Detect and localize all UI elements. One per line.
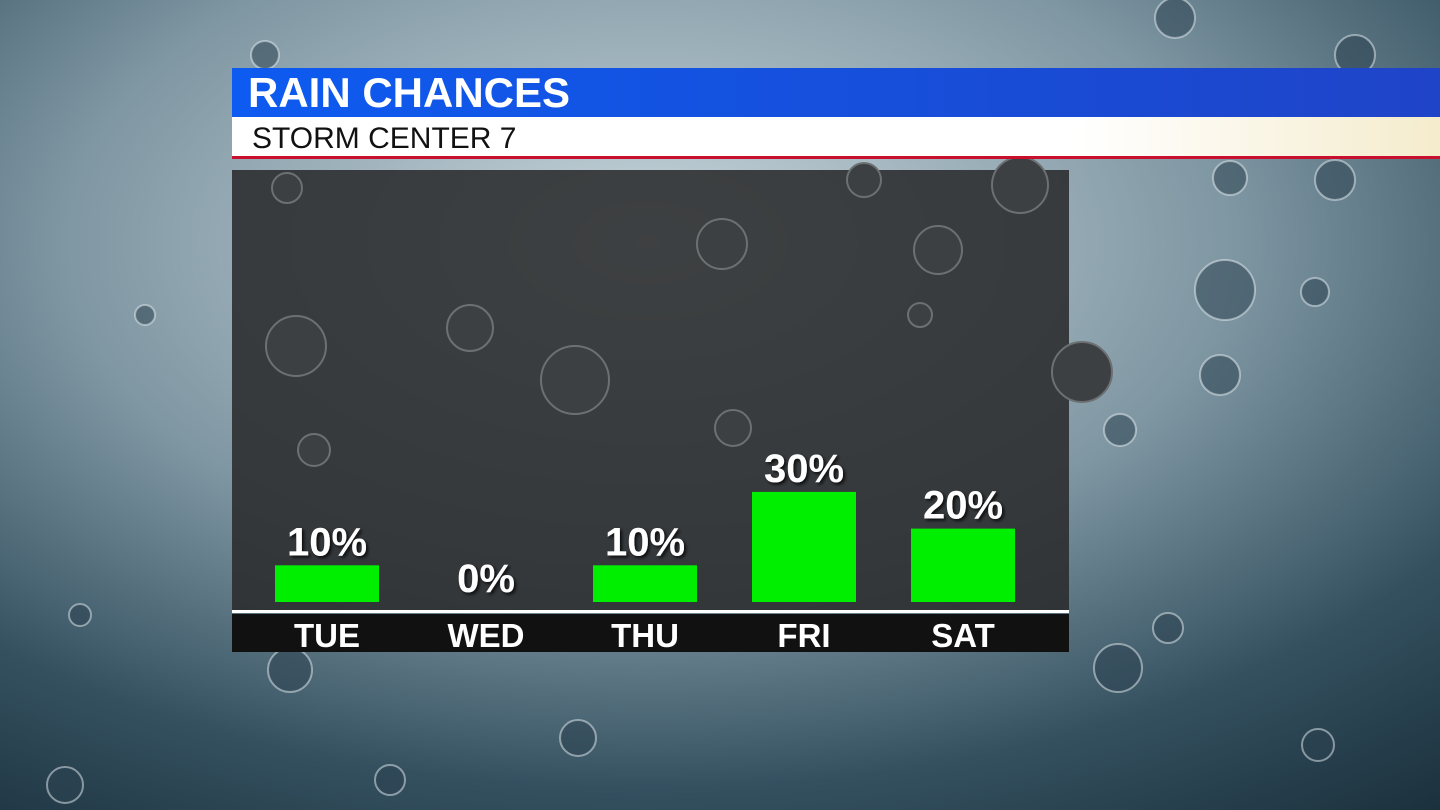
bars: 10% TUE 0% WED 10% THU 30% FRI 20% SAT <box>275 447 1015 654</box>
value-label: 10% <box>605 520 685 564</box>
chart-title: RAIN CHANCES <box>248 69 570 116</box>
value-label: 0% <box>457 557 515 601</box>
x-tick-label: SAT <box>931 617 995 654</box>
x-tick-label: THU <box>611 617 679 654</box>
panel-raindrops <box>265 156 1113 467</box>
accent-line <box>232 156 1440 159</box>
x-tick-label: TUE <box>294 617 360 654</box>
bar <box>752 491 856 602</box>
x-tick-label: FRI <box>777 617 830 654</box>
title-band <box>232 68 1440 117</box>
value-label: 30% <box>764 447 844 491</box>
bar <box>911 528 1015 602</box>
value-label: 10% <box>287 520 367 564</box>
subtitle-band <box>232 117 1440 156</box>
bar <box>593 565 697 602</box>
baseline <box>232 610 1069 613</box>
raindrops <box>46 0 1376 804</box>
category-strip <box>232 614 1069 652</box>
value-label: 20% <box>923 484 1003 528</box>
chart-subtitle: STORM CENTER 7 <box>252 122 516 155</box>
bar <box>275 565 379 602</box>
x-tick-label: WED <box>448 617 525 654</box>
